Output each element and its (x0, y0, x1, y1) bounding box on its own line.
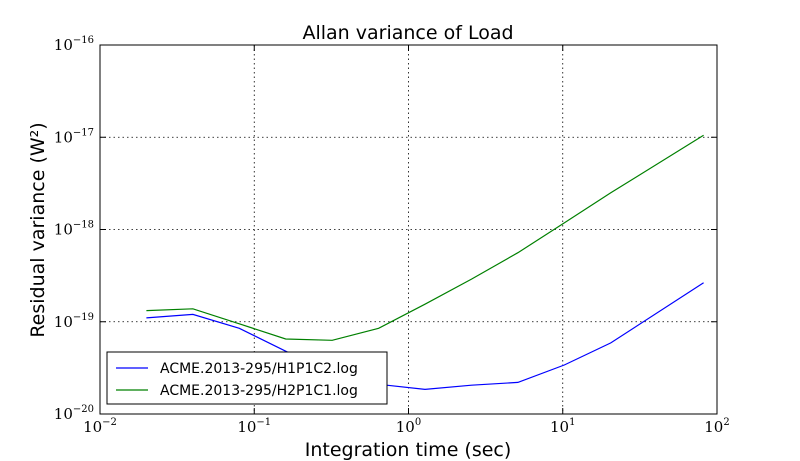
x-tick-label: 10−1 (237, 417, 271, 436)
x-tick-base: 10 (83, 418, 102, 436)
y-tick-exponent: −17 (73, 127, 94, 138)
x-tick-label: 101 (550, 417, 575, 436)
legend-label-2: ACME.2013-295/H2P1C1.log (160, 383, 358, 399)
legend-label-1: ACME.2013-295/H1P1C2.log (160, 361, 358, 377)
y-tick-label: 10−20 (54, 404, 94, 423)
y-axis-label: Residual variance (W²) (27, 122, 49, 337)
y-tick-label: 10−19 (54, 312, 94, 331)
x-tick-exponent: 2 (723, 417, 729, 428)
y-tick-exponent: −19 (73, 312, 94, 323)
legend-entries: ACME.2013-295/H1P1C2.log ACME.2013-295/H2… (116, 361, 358, 399)
x-axis-label: Integration time (sec) (305, 439, 512, 461)
series-line-1 (146, 282, 704, 391)
y-tick-base: 10 (54, 405, 73, 423)
y-tick-base: 10 (54, 36, 73, 54)
y-tick-label: 10−17 (54, 127, 94, 146)
y-tick-exponent: −18 (73, 220, 94, 231)
x-tick-exponent: 1 (569, 417, 575, 428)
series-lines (146, 134, 704, 391)
y-tick-exponent: −20 (73, 404, 94, 415)
x-tick-exponent: −2 (102, 417, 117, 428)
x-tick-base: 10 (396, 418, 415, 436)
x-tick-label: 102 (704, 417, 729, 436)
x-tick-base: 10 (237, 418, 256, 436)
y-tick-exponent: −16 (73, 35, 94, 46)
x-tick-label: 100 (396, 417, 421, 436)
y-tick-base: 10 (54, 128, 73, 146)
x-tick-base: 10 (550, 418, 569, 436)
chart-title: Allan variance of Load (302, 22, 513, 44)
x-tick-exponent: 0 (415, 417, 421, 428)
x-tick-base: 10 (704, 418, 723, 436)
y-tick-base: 10 (54, 221, 73, 239)
legend-box (106, 351, 388, 405)
y-tick-label: 10−18 (54, 220, 94, 239)
series-line-2 (146, 134, 704, 341)
y-tick-base: 10 (54, 313, 73, 331)
x-tick-label: 10−2 (83, 417, 117, 436)
y-tick-label: 10−16 (54, 35, 94, 54)
tick-labels: 10−2 10−1 100 101 10210−2010−1910−1810−1710−… (54, 35, 730, 436)
x-tick-exponent: −1 (256, 417, 271, 428)
axis-ticks (99, 44, 718, 415)
legend: ACME.2013-295/H1P1C2.log ACME.2013-295/H2… (106, 351, 388, 405)
